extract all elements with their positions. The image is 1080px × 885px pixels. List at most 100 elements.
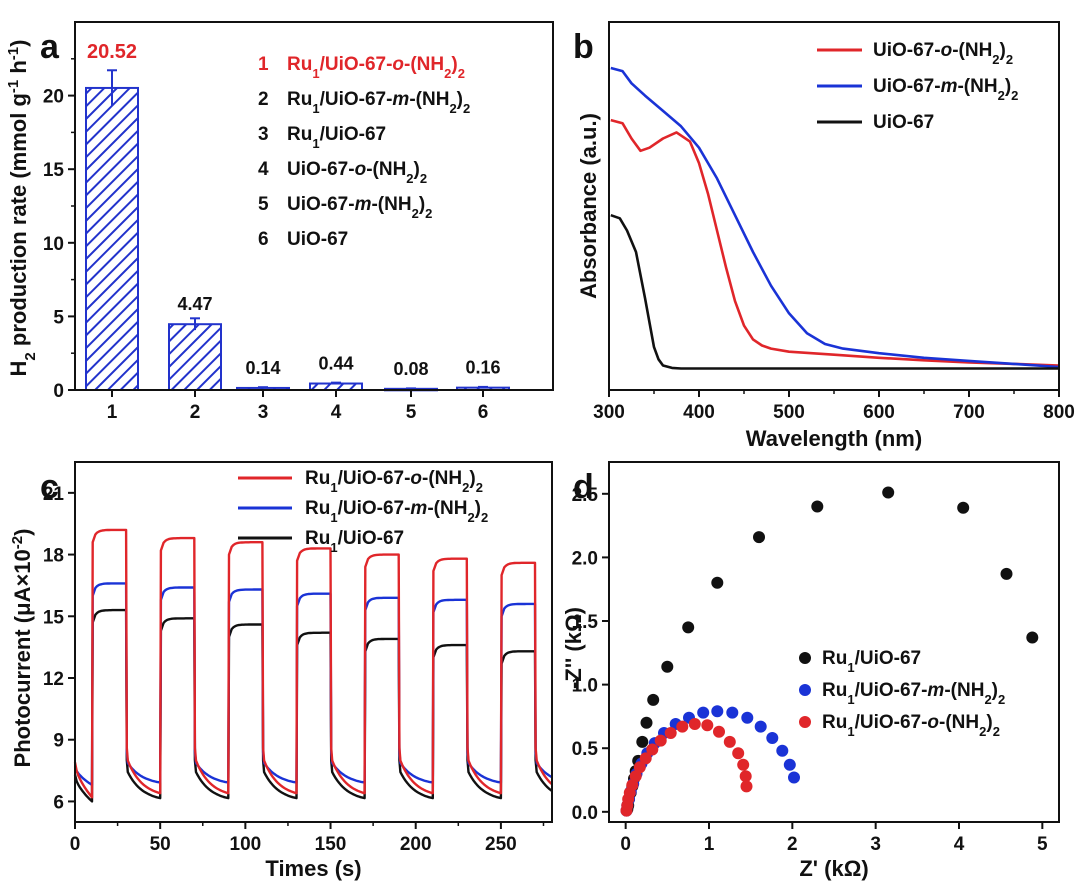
legend-number: 5: [258, 194, 269, 215]
legend-text-it: m: [355, 194, 372, 215]
legend-text-d: ): [414, 159, 420, 180]
legend-text-sub2: 2: [992, 52, 999, 67]
scatter-point-blue: [726, 706, 739, 719]
y-tick-label: 20: [43, 87, 64, 108]
legend-text-d: ): [451, 54, 457, 75]
legend-entry: UiO-67-m-(NH2)2: [873, 76, 1018, 103]
y-axis-title: Photocurrent (μA×10-2): [9, 529, 36, 768]
value-label-6: 0.16: [465, 358, 500, 378]
legend-text-sub1: 1: [312, 101, 319, 116]
x-tick-label: 100: [230, 834, 262, 855]
legend-text-c: -(NH: [957, 76, 997, 97]
legend-entry: Ru1/UiO-67-o-(NH2)2: [305, 468, 483, 495]
legend-text-a: Ru: [305, 528, 330, 549]
y-axis-title-part: Photocurrent (: [10, 615, 35, 767]
legend-text-c: -(NH: [944, 680, 984, 701]
legend-text-sub1: 1: [847, 692, 854, 707]
legend-text-a: UiO-67-: [873, 40, 941, 61]
x-tick-label: 300: [593, 402, 625, 423]
series-line-black: [610, 213, 1059, 370]
legend-text-sub3: 2: [476, 480, 483, 495]
series-line-red: [73, 528, 553, 799]
legend-text-it: m: [392, 89, 409, 110]
scatter-point-black: [636, 735, 649, 748]
x-tick-label: 400: [683, 402, 715, 423]
legend-entry: UiO-67: [287, 229, 348, 250]
scatter-point-red: [664, 727, 677, 739]
y-tick-label: 18: [43, 546, 64, 567]
scatter-point-red: [740, 780, 753, 793]
legend-text-sub2: 2: [449, 101, 456, 116]
legend-text-sub3: 2: [1006, 52, 1013, 67]
legend-text-b: /UiO-67-: [320, 89, 393, 110]
legend-text-it: o: [927, 712, 939, 733]
legend-text-sub3: 2: [420, 171, 427, 186]
legend-number: 3: [258, 124, 269, 145]
x-tick-label: 200: [400, 834, 432, 855]
y-axis-title-part: μA×10: [10, 549, 35, 616]
legend-text-it: o: [941, 40, 953, 61]
legend-text-sub2: 2: [467, 510, 474, 525]
legend-text-sub1: 1: [312, 66, 319, 81]
y-tick-label: 15: [43, 160, 65, 181]
value-label-2: 4.47: [177, 294, 212, 314]
legend-text-c: -(NH: [409, 89, 449, 110]
x-tick-label: 700: [953, 402, 985, 423]
y-tick-label: 12: [43, 669, 64, 690]
x-tick-label: 0: [620, 834, 631, 855]
y-axis-title-part: 2: [22, 352, 39, 360]
legend-text-sub1: 1: [330, 510, 337, 525]
legend-entry: UiO-67-o-(NH2)2: [873, 40, 1013, 67]
legend-entry: UiO-67-o-(NH2)2: [287, 159, 427, 186]
series-line-blue: [73, 582, 553, 787]
y-tick-label: 1.0: [572, 676, 598, 697]
x-tick-label: 3: [258, 402, 269, 423]
legend-text-a: Ru: [287, 124, 312, 145]
bar-2: [168, 323, 222, 391]
scatter-point-blue: [766, 732, 779, 744]
x-tick-label: 800: [1043, 402, 1075, 423]
legend-text-c: -(NH: [939, 712, 979, 733]
value-label-4: 0.44: [318, 354, 353, 374]
legend-number: 6: [258, 229, 269, 250]
y-axis-title-part: ): [10, 529, 35, 536]
legend-number: 4: [258, 159, 269, 180]
y-axis-title-part: production rate (mmol g: [6, 93, 31, 352]
panel-b-letter: b: [573, 28, 594, 66]
y-axis-title-part: -2: [9, 536, 26, 549]
legend-text-a: Ru: [305, 498, 330, 519]
x-axis-title: Times (s): [265, 856, 361, 881]
legend-text-c: -(NH: [404, 54, 444, 75]
legend-text-c: -(NH: [366, 159, 406, 180]
y-tick-label: 21: [43, 484, 65, 505]
y-tick-label: 0.5: [572, 739, 599, 760]
scatter-point-red: [732, 747, 745, 760]
x-tick-label: 150: [315, 834, 347, 855]
legend-text-c: -(NH: [422, 468, 462, 489]
legend-entry: Ru1/UiO-67-m-(NH2)2: [305, 498, 488, 525]
legend-text-c: -(NH: [952, 40, 992, 61]
legend-text-it: m: [927, 680, 944, 701]
x-tick-label: 2: [190, 402, 201, 423]
y-axis-title: -Z'' (kΩ): [561, 607, 586, 689]
legend-text-sub1: 1: [330, 540, 337, 555]
value-label-5: 0.08: [393, 359, 428, 379]
legend-text-it: o: [392, 54, 404, 75]
legend-text-b: /UiO-67: [855, 648, 922, 669]
panel-c-frame: [74, 461, 553, 823]
legend-text-b: /UiO-67-: [855, 712, 928, 733]
legend-text-sub1: 1: [847, 660, 854, 675]
scatter-point-red: [723, 735, 736, 748]
legend-text-d: ): [457, 89, 463, 110]
legend-entry: UiO-67-m-(NH2)2: [287, 194, 432, 221]
legend-text-a: UiO-67: [873, 112, 934, 133]
value-label-1: 20.52: [87, 41, 137, 63]
legend-marker-black: [799, 652, 811, 664]
y-tick-label: 6: [53, 792, 64, 813]
y-axis-title: Absorbance (a.u.): [576, 113, 601, 299]
x-tick-label: 250: [485, 834, 517, 855]
legend-text-b: /UiO-67-: [338, 498, 411, 519]
legend-text-sub2: 2: [462, 480, 469, 495]
